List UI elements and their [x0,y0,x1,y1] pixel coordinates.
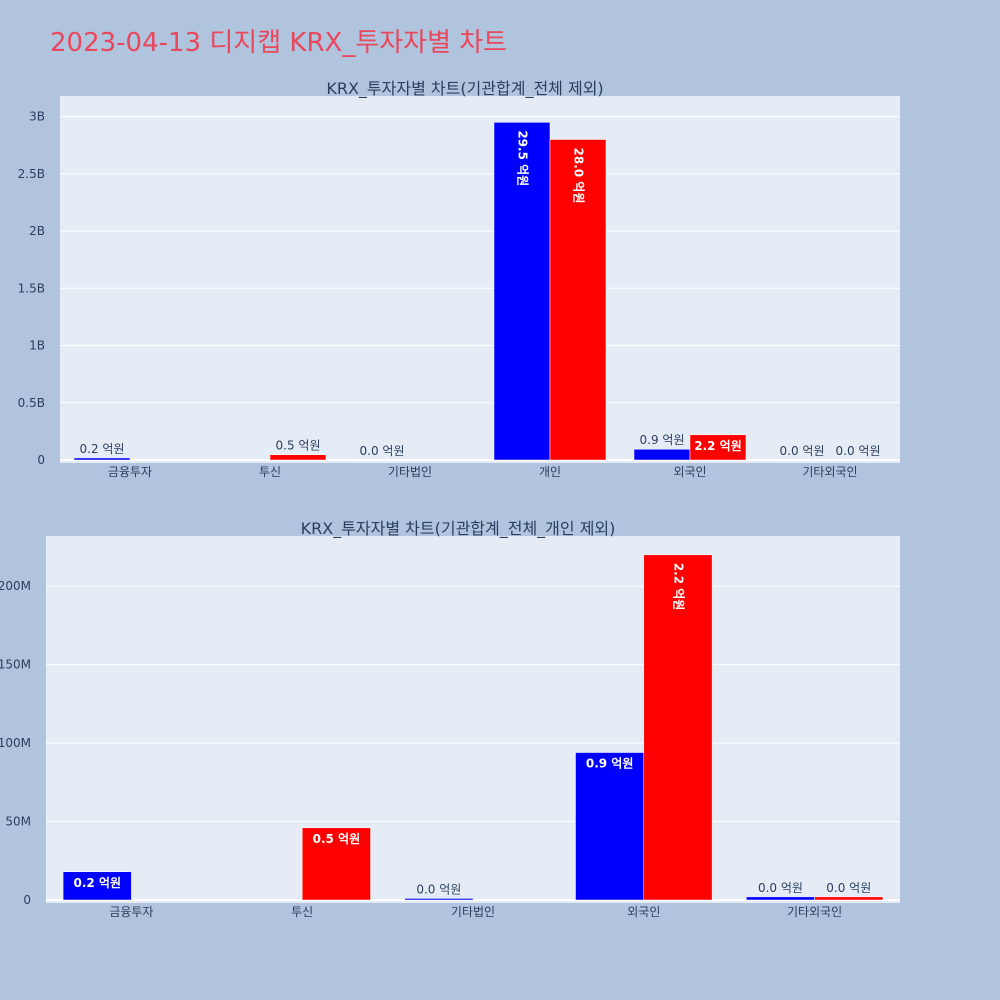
y-tick-label: 1.5B [18,281,45,295]
y-tick-label: 2B [29,224,45,238]
bar [549,139,607,461]
bar [633,448,691,461]
bar-data-label: 0.2 억원 [80,442,125,456]
bar [62,871,132,901]
y-tick-label: 200M [0,579,31,593]
bar [269,454,327,461]
y-tick-label: 0.5B [18,396,45,410]
page-title: 2023-04-13 디지캡 KRX_투자자별 차트 [50,28,508,58]
bar [746,896,815,901]
x-tick-label: 기타외국인 [802,465,857,479]
bar [404,898,474,901]
bar-data-label: 0.9 억원 [640,433,685,447]
bar-data-label: 2.2 억원 [671,563,685,611]
x-tick-label: 투신 [259,465,281,479]
bar-data-label: 0.5 억원 [313,832,361,846]
bar [73,457,131,461]
bar-data-label: 0.5 억원 [276,439,321,453]
bar [643,554,713,901]
y-tick-label: 1B [29,339,45,353]
bar-data-label: 0.0 억원 [416,882,461,896]
bar-data-label: 0.0 억원 [758,881,803,895]
plot-area [60,96,900,463]
bar-data-label: 0.2 억원 [73,876,121,890]
bar [814,896,884,901]
x-tick-label: 기타법인 [451,905,495,919]
x-tick-label: 외국인 [673,465,706,479]
bar-data-label: 2.2 억원 [694,439,742,453]
bar-data-label: 29.5 억원 [516,130,530,186]
y-tick-label: 150M [0,658,31,672]
bar-data-label: 0.9 억원 [586,757,634,771]
x-tick-label: 금융투자 [108,465,152,479]
y-tick-label: 100M [0,736,31,750]
bar [575,752,645,901]
bar-data-label: 0.0 억원 [360,444,405,458]
y-tick-label: 50M [5,815,31,829]
y-tick-label: 2.5B [18,167,45,181]
chart-1: 0 0.5B 1B 1.5B 2B 2.5B 3B KRX_투자자별 차트(기관합계_전체 제… [18,79,900,479]
x-tick-label: 기타외국인 [787,905,842,919]
bar [689,434,747,461]
chart-title: KRX_투자자별 차트(기관합계_전체 제외) [326,79,603,99]
chart-2: 0 50M 100M 150M 200M KRX_투자자별 차트(기관합계_전체_개인 제… [0,519,900,919]
y-tick-label: 0 [23,893,31,907]
bar [493,122,551,461]
x-tick-label: 투신 [291,905,313,919]
x-tick-label: 금융투자 [109,905,153,919]
chart-title: KRX_투자자별 차트(기관합계_전체_개인 제외) [301,519,616,539]
bar-data-label: 28.0 억원 [572,147,586,203]
plot-area [46,536,900,903]
bar-data-label: 0.0 억원 [780,444,825,458]
x-tick-label: 개인 [539,465,561,479]
bar-data-label: 0.0 억원 [836,444,881,458]
y-tick-label: 0 [37,453,45,467]
y-tick-label: 3B [29,110,45,124]
x-tick-label: 기타법인 [388,465,432,479]
bar-data-label: 0.0 억원 [826,881,871,895]
x-tick-label: 외국인 [627,905,660,919]
bar [301,827,371,901]
